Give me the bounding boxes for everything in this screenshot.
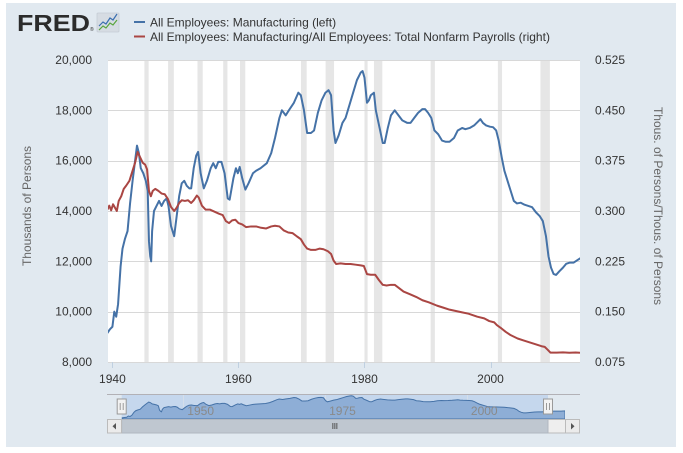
y-tick-label-right: 0.375 xyxy=(595,154,625,168)
y-axis-left: 8,000 10,000 12,000 14,000 16,000 18,000 20,00… xyxy=(55,53,92,369)
x-tick-label: 1960 xyxy=(225,372,252,386)
y-tick-label-right: 0.525 xyxy=(595,53,625,67)
series-line-manufacturing xyxy=(108,70,580,334)
legend-label: All Employees: Manufacturing (left) xyxy=(150,16,336,30)
y-tick-label-left: 16,000 xyxy=(55,154,92,168)
logo-text: FRED xyxy=(17,10,90,36)
gridlines xyxy=(108,60,580,363)
y-tick-label-left: 14,000 xyxy=(55,204,92,218)
navigator-handle-right[interactable] xyxy=(542,398,553,415)
y-tick-label-left: 18,000 xyxy=(55,103,92,117)
y-tick-label-right: 0.075 xyxy=(595,355,625,369)
y-tick-label-left: 12,000 xyxy=(55,254,92,268)
legend-label: All Employees: Manufacturing/All Employe… xyxy=(150,30,550,44)
navigator-tick-label: 1950 xyxy=(187,404,214,418)
scrollbar-left-button[interactable] xyxy=(107,419,122,434)
logo-chart-icon xyxy=(96,12,120,33)
navigator-handle-left[interactable] xyxy=(116,398,127,415)
y-axis-left-title: Thousands of Persons xyxy=(20,146,34,266)
y-tick-label-right: 0.300 xyxy=(595,204,625,218)
y-tick-label-right: 0.450 xyxy=(595,103,625,117)
x-axis: 1940 1960 1980 2000 xyxy=(99,362,504,386)
navigator-tick-label: 1975 xyxy=(329,404,356,418)
arrow-right-icon xyxy=(571,423,575,430)
legend: All Employees: Manufacturing (left) All … xyxy=(134,16,550,44)
x-tick-label: 1940 xyxy=(99,372,126,386)
scrollbar-grip-icon xyxy=(332,423,338,429)
series-line-manufacturing-share xyxy=(108,150,580,354)
scrollbar-right-button[interactable] xyxy=(565,419,580,434)
scrollbar[interactable] xyxy=(107,419,580,434)
y-tick-label-right: 0.150 xyxy=(595,305,625,319)
y-tick-label-left: 8,000 xyxy=(62,355,92,369)
navigator-series-area xyxy=(121,395,565,419)
y-axis-right-title: Thous. of Persons/Thous. of Persons xyxy=(651,107,665,305)
x-tick-label: 1980 xyxy=(351,372,378,386)
legend-item-manufacturing[interactable]: All Employees: Manufacturing (left) xyxy=(134,16,336,30)
arrow-left-icon xyxy=(112,423,116,430)
navigator: 1950 1975 2000 xyxy=(107,394,580,419)
navigator-tick-label: 2000 xyxy=(471,404,498,418)
x-tick-label: 2000 xyxy=(477,372,504,386)
y-tick-label-right: 0.225 xyxy=(595,254,625,268)
legend-item-manufacturing-share[interactable]: All Employees: Manufacturing/All Employe… xyxy=(134,30,550,44)
y-axis-right: 0.075 0.150 0.225 0.300 0.375 0.450 0.525 xyxy=(595,53,625,369)
navigator-labels: 1950 1975 2000 xyxy=(187,404,498,418)
y-tick-label-left: 20,000 xyxy=(55,53,92,67)
logo-registered-mark: ® xyxy=(90,26,94,33)
series-lines xyxy=(108,70,580,354)
y-tick-label-left: 10,000 xyxy=(55,305,92,319)
fred-logo[interactable]: FRED ® xyxy=(17,10,120,36)
